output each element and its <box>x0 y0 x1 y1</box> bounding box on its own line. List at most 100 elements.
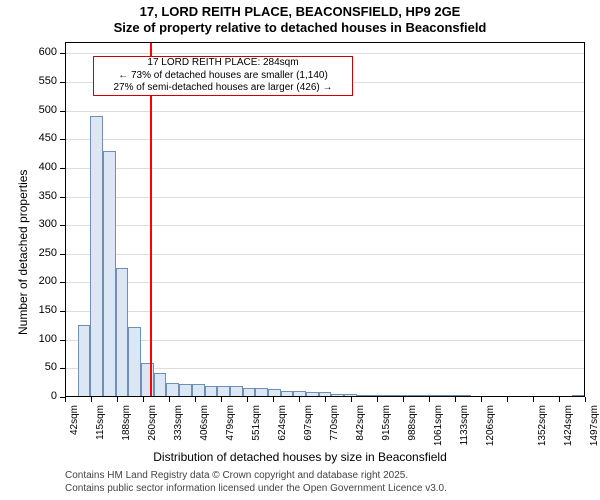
histogram-bar <box>281 391 294 397</box>
gridline-horizontal <box>65 282 585 283</box>
gridline-horizontal <box>65 254 585 255</box>
x-tick-mark <box>65 397 66 402</box>
footer-copyright: Contains HM Land Registry data © Crown c… <box>65 470 408 481</box>
y-tick-label: 0 <box>27 390 57 402</box>
x-tick-mark <box>169 397 170 402</box>
histogram-bar <box>128 327 141 397</box>
x-tick-label: 624sqm <box>277 405 288 455</box>
x-tick-mark <box>325 397 326 402</box>
title-address: 17, LORD REITH PLACE, BEACONSFIELD, HP9 … <box>0 4 600 19</box>
histogram-bar <box>78 325 91 397</box>
x-tick-mark <box>143 397 144 402</box>
histogram-bar <box>357 395 370 397</box>
y-tick-label: 200 <box>27 275 57 287</box>
x-tick-mark <box>273 397 274 402</box>
histogram-bar <box>154 373 167 397</box>
x-tick-mark <box>377 397 378 402</box>
title-subtitle: Size of property relative to detached ho… <box>0 20 600 35</box>
annotation-box: 17 LORD REITH PLACE: 284sqm← 73% of deta… <box>93 56 353 96</box>
x-tick-mark <box>299 397 300 402</box>
y-tick-mark <box>60 368 65 369</box>
histogram-bar <box>205 386 218 397</box>
histogram-bar <box>230 386 243 397</box>
annotation-line3: 27% of semi-detached houses are larger (… <box>94 82 352 95</box>
gridline-horizontal <box>65 340 585 341</box>
y-tick-label: 300 <box>27 218 57 230</box>
histogram-bar <box>445 395 458 397</box>
x-tick-mark <box>247 397 248 402</box>
x-tick-label: 1497sqm <box>589 405 600 455</box>
y-tick-mark <box>60 168 65 169</box>
x-tick-mark <box>221 397 222 402</box>
y-tick-label: 50 <box>27 361 57 373</box>
x-tick-mark <box>117 397 118 402</box>
histogram-bar <box>420 395 433 397</box>
x-tick-label: 115sqm <box>95 405 106 455</box>
x-tick-label: 1061sqm <box>433 405 444 455</box>
y-tick-mark <box>60 254 65 255</box>
y-tick-label: 150 <box>27 304 57 316</box>
footer-licence: Contains public sector information licen… <box>65 483 447 494</box>
histogram-bar <box>141 363 154 397</box>
annotation-line2: ← 73% of detached houses are smaller (1,… <box>94 70 352 83</box>
histogram-bar <box>217 386 230 397</box>
histogram-bar <box>268 389 281 397</box>
y-tick-mark <box>60 82 65 83</box>
x-tick-label: 42sqm <box>69 405 80 455</box>
y-tick-label: 400 <box>27 161 57 173</box>
y-tick-mark <box>60 139 65 140</box>
y-tick-label: 550 <box>27 75 57 87</box>
x-tick-label: 1352sqm <box>537 405 548 455</box>
x-tick-label: 770sqm <box>329 405 340 455</box>
y-tick-mark <box>60 111 65 112</box>
y-tick-label: 100 <box>27 333 57 345</box>
chart-container: 17, LORD REITH PLACE, BEACONSFIELD, HP9 … <box>0 0 600 500</box>
histogram-bar <box>572 395 585 397</box>
histogram-bar <box>192 384 205 397</box>
x-tick-label: 1206sqm <box>485 405 496 455</box>
x-tick-mark <box>533 397 534 402</box>
x-tick-label: 333sqm <box>173 405 184 455</box>
x-axis-label: Distribution of detached houses by size … <box>0 450 600 464</box>
x-tick-label: 1133sqm <box>459 405 470 455</box>
y-tick-mark <box>60 197 65 198</box>
annotation-line1: 17 LORD REITH PLACE: 284sqm <box>94 57 352 70</box>
x-tick-mark <box>585 397 586 402</box>
x-tick-mark <box>429 397 430 402</box>
x-tick-label: 406sqm <box>199 405 210 455</box>
histogram-bar <box>179 384 192 397</box>
histogram-bar <box>103 151 116 397</box>
y-tick-label: 250 <box>27 247 57 259</box>
histogram-bar <box>458 395 471 397</box>
x-tick-label: 1424sqm <box>563 405 574 455</box>
histogram-bar <box>407 395 420 397</box>
y-tick-mark <box>60 53 65 54</box>
gridline-horizontal <box>65 111 585 112</box>
histogram-bar <box>331 394 344 397</box>
x-tick-mark <box>403 397 404 402</box>
gridline-horizontal <box>65 225 585 226</box>
x-tick-mark <box>351 397 352 402</box>
x-tick-label: 842sqm <box>355 405 366 455</box>
y-tick-mark <box>60 225 65 226</box>
x-tick-label: 188sqm <box>121 405 132 455</box>
gridline-horizontal <box>65 139 585 140</box>
gridline-horizontal <box>65 197 585 198</box>
histogram-bar <box>243 388 256 397</box>
y-tick-mark <box>60 311 65 312</box>
y-tick-label: 600 <box>27 46 57 58</box>
x-tick-mark <box>91 397 92 402</box>
y-tick-mark <box>60 282 65 283</box>
histogram-bar <box>433 395 446 397</box>
histogram-bar <box>255 388 268 397</box>
gridline-horizontal <box>65 53 585 54</box>
y-tick-label: 500 <box>27 104 57 116</box>
histogram-bar <box>395 395 408 397</box>
x-tick-mark <box>559 397 560 402</box>
x-tick-label: 697sqm <box>303 405 314 455</box>
x-tick-label: 915sqm <box>381 405 392 455</box>
histogram-bar <box>306 392 319 397</box>
y-tick-mark <box>60 340 65 341</box>
histogram-bar <box>382 395 395 397</box>
y-tick-label: 450 <box>27 132 57 144</box>
